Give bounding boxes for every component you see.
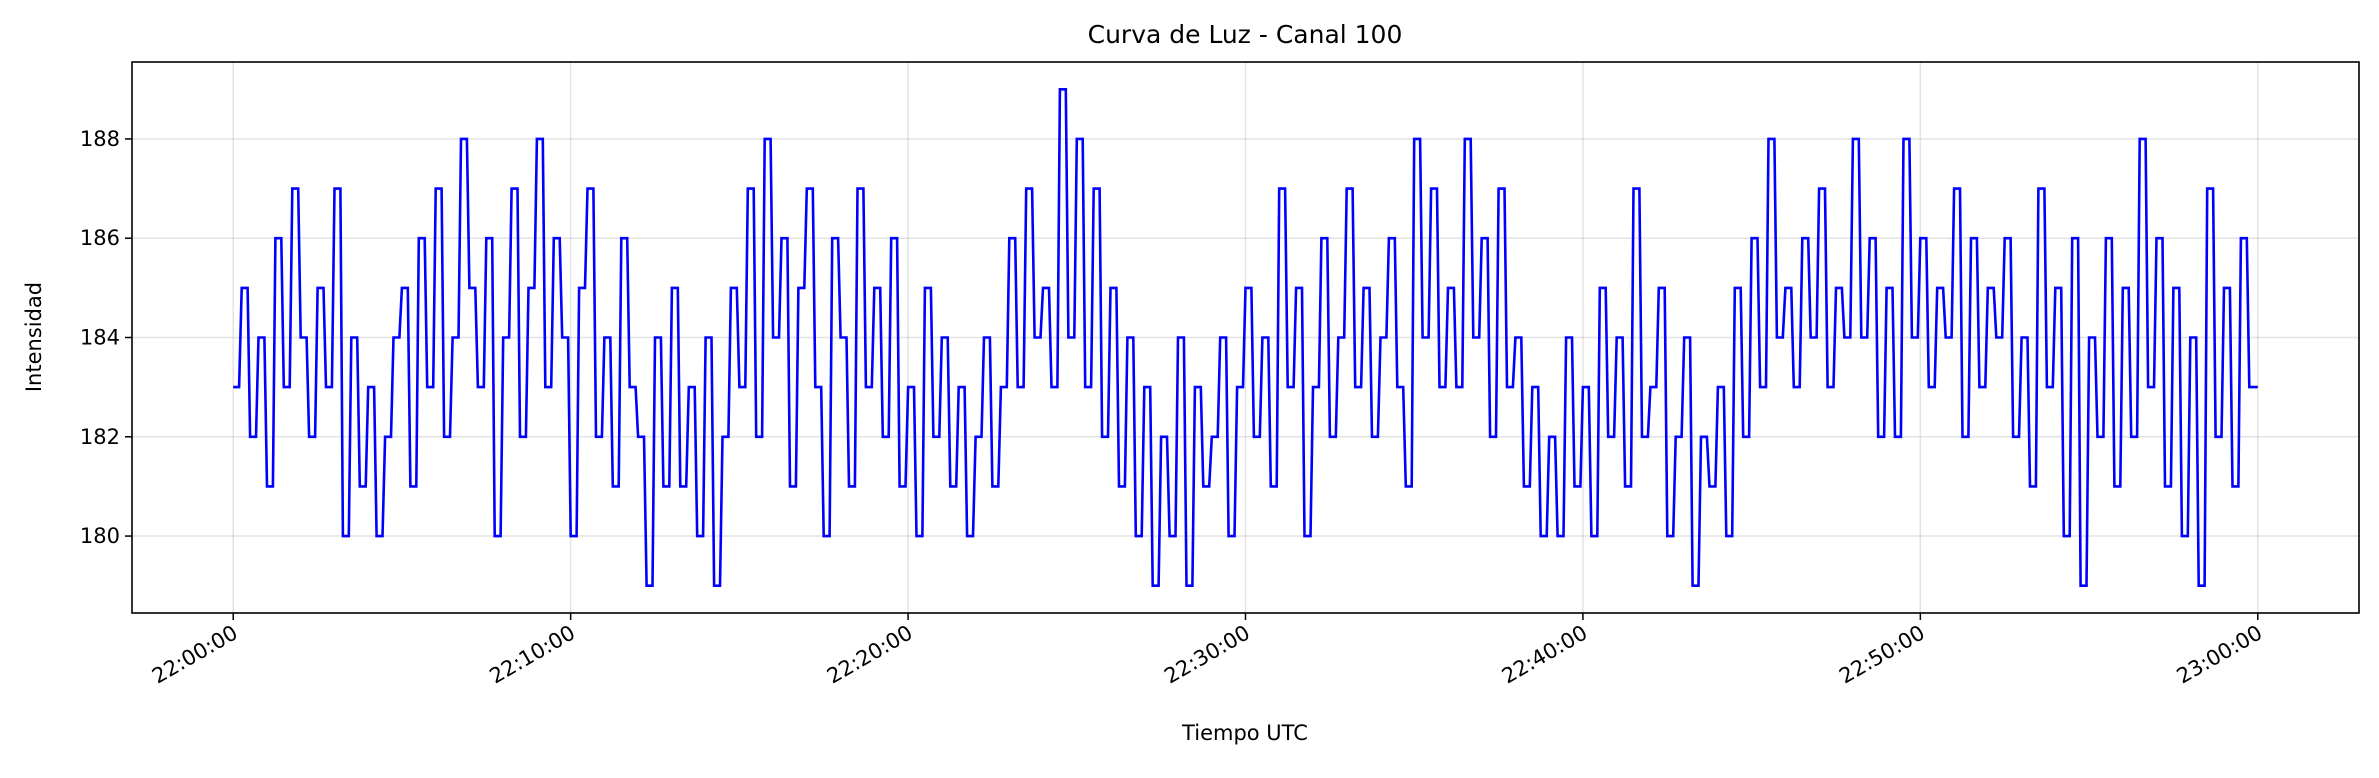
x-axis-label: Tiempo UTC — [1181, 721, 1308, 745]
chart-title: Curva de Luz - Canal 100 — [1088, 20, 1403, 49]
y-axis-label: Intensidad — [22, 282, 46, 392]
y-tick-label: 186 — [80, 226, 120, 250]
y-axis-ticks: 180 182 184 186 188 — [80, 127, 132, 548]
y-tick-label: 184 — [80, 326, 120, 350]
y-tick-label: 182 — [80, 425, 120, 449]
y-tick-label: 188 — [80, 127, 120, 151]
series-line-canal-100 — [233, 88, 2258, 587]
y-tick-label: 180 — [80, 524, 120, 548]
